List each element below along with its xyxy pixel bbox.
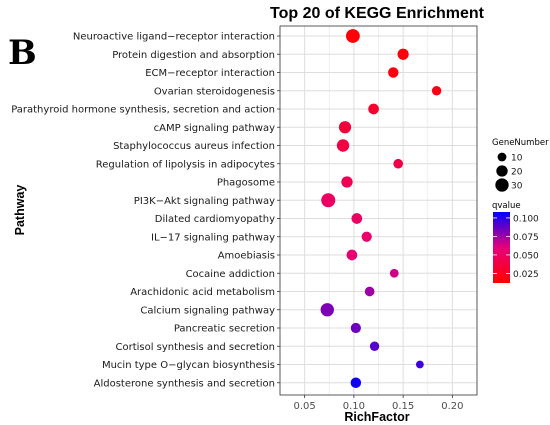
pathway-label: Phagosome: [217, 178, 275, 189]
y-axis-title: Pathway: [13, 185, 27, 236]
pathway-label: cAMP signaling pathway: [154, 123, 275, 134]
x-tick-label: 0.20: [441, 401, 463, 412]
size-legend: GeneNumber 10 20 30: [492, 138, 549, 192]
data-points: [320, 29, 442, 388]
pathway-label: Cortisol synthesis and secretion: [115, 342, 275, 353]
size-legend-title: GeneNumber: [492, 138, 549, 148]
data-point: [350, 377, 362, 388]
pathway-label: Ovarian steroidogenesis: [154, 86, 275, 97]
pathway-label: Parathyroid hormone synthesis, secretion…: [11, 105, 275, 116]
pathway-label: Calcium signaling pathway: [140, 305, 275, 316]
x-tick-label: 0.10: [343, 401, 365, 412]
chart-title: Top 20 of KEGG Enrichment: [270, 5, 485, 22]
color-legend-label: 0.025: [513, 270, 539, 280]
pathway-label: Neuroactive ligand−receptor interaction: [73, 32, 275, 43]
pathway-label: Cocaine addiction: [186, 269, 275, 280]
pathway-label: ECM−receptor interaction: [145, 68, 275, 79]
data-point: [361, 231, 372, 242]
pathway-label: Pancreatic secretion: [174, 324, 275, 335]
data-point: [364, 286, 375, 297]
pathway-label: Protein digestion and absorption: [112, 50, 275, 61]
pathway-label: Staphylococcus aureus infection: [113, 141, 275, 152]
data-point: [345, 29, 360, 43]
data-point: [388, 67, 399, 78]
data-point: [389, 268, 399, 278]
x-axis-title: RichFactor: [344, 410, 409, 424]
data-point: [415, 360, 424, 369]
pathway-label: Aldosterone synthesis and secretion: [94, 378, 275, 389]
size-legend-label: 10: [511, 154, 523, 164]
plot-grid: [279, 26, 478, 395]
pathway-label: PI3K−Akt signaling pathway: [134, 196, 275, 207]
size-legend-label: 20: [511, 168, 523, 178]
size-legend-dot: [497, 152, 507, 162]
color-legend-bar: [493, 212, 510, 283]
x-tick-label: 0.15: [392, 401, 414, 412]
data-point: [338, 121, 352, 134]
color-legend-title: qvalue: [492, 201, 521, 211]
panel-letter: B: [8, 33, 37, 73]
x-axis-ticks: 0.05 0.10 0.15 0.20: [293, 395, 464, 412]
data-point: [431, 86, 442, 96]
pathway-label: Arachidonic acid metabolism: [130, 287, 275, 298]
data-point: [350, 322, 361, 334]
data-point: [369, 341, 380, 351]
data-point: [336, 139, 350, 152]
data-point: [346, 249, 358, 261]
x-tick-label: 0.05: [293, 401, 315, 412]
size-legend-label: 30: [511, 182, 523, 192]
data-point: [351, 213, 363, 224]
pathway-labels: Neuroactive ligand−receptor interaction P…: [11, 32, 280, 389]
plot-border: [279, 25, 478, 396]
color-legend-label: 0.050: [513, 251, 539, 261]
size-legend-dot: [496, 165, 508, 177]
data-point: [368, 103, 379, 115]
data-point: [393, 158, 404, 169]
data-point: [341, 176, 353, 188]
size-legend-dot: [495, 178, 509, 192]
color-legend: qvalue 0.100 0.075 0.050 0.025: [492, 201, 539, 283]
pathway-label: Mucin type O−glycan biosynthesis: [102, 360, 275, 371]
data-point: [397, 48, 409, 60]
color-legend-label: 0.100: [513, 214, 539, 224]
data-point: [320, 303, 334, 317]
pathway-label: Amoebiasis: [218, 251, 275, 262]
color-legend-label: 0.075: [513, 233, 539, 243]
pathway-label: IL−17 signaling pathway: [151, 232, 275, 243]
pathway-label: Regulation of lipolysis in adipocytes: [96, 159, 275, 170]
data-point: [321, 193, 336, 208]
pathway-label: Dilated cardiomyopathy: [155, 214, 275, 225]
